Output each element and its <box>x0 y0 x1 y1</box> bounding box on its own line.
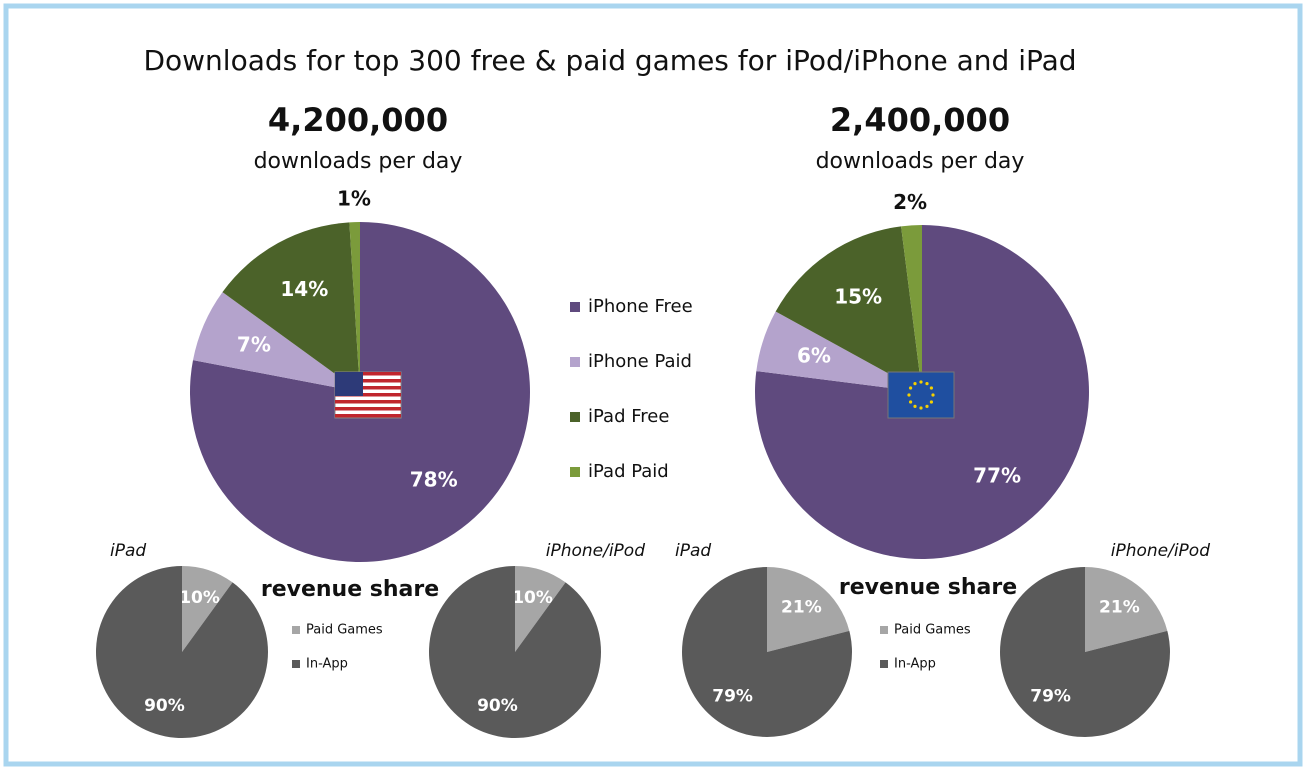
pie-slice <box>1000 567 1170 738</box>
data-label: 2% <box>893 190 927 214</box>
legend-swatch <box>880 626 888 634</box>
legend-label: iPad Free <box>588 406 669 427</box>
pie-slice <box>775 226 922 392</box>
pie-title: iPad <box>675 541 711 561</box>
legend-label: Paid Games <box>894 623 971 638</box>
data-label: 14% <box>280 277 328 301</box>
pie-title: iPhone/iPod <box>546 541 645 561</box>
pie-slice <box>515 566 566 652</box>
pie-slice <box>901 225 922 392</box>
data-label: 21% <box>1099 598 1140 618</box>
legend-swatch <box>292 660 300 668</box>
legend-label: In-App <box>894 657 936 672</box>
data-label: 90% <box>477 696 518 716</box>
page-title: Downloads for top 300 free & paid games … <box>143 44 1076 77</box>
data-label: 79% <box>712 686 753 706</box>
headline: 4,200,000 <box>268 101 448 139</box>
pie-title: iPhone/iPod <box>1111 541 1210 561</box>
data-label: 77% <box>973 464 1021 488</box>
data-label: 7% <box>237 333 271 357</box>
legend-swatch <box>570 412 580 422</box>
data-label: 1% <box>337 187 371 211</box>
legend-swatch <box>570 302 580 312</box>
data-label: 79% <box>1030 686 1071 706</box>
subtitle: downloads per day <box>816 149 1025 174</box>
legend-title: revenue share <box>261 577 439 602</box>
pie-slice <box>222 222 360 392</box>
pie-slice <box>349 222 360 392</box>
data-label: 10% <box>179 588 220 608</box>
pie-slice <box>95 566 268 738</box>
pie-slice <box>193 292 360 392</box>
pie-slice <box>681 567 852 737</box>
legend-label: In-App <box>306 657 348 672</box>
pie-slice <box>182 566 233 652</box>
subtitle: downloads per day <box>254 149 463 174</box>
us-flag <box>334 371 402 419</box>
data-label: 90% <box>144 696 185 716</box>
legend-label: iPad Paid <box>588 461 669 482</box>
pie-slice <box>767 567 850 652</box>
legend-swatch <box>570 357 580 367</box>
legend-title: revenue share <box>839 575 1017 600</box>
legend-label: iPhone Free <box>588 296 693 317</box>
legend-swatch <box>292 626 300 634</box>
pie-slice <box>1085 567 1168 652</box>
legend-swatch <box>880 660 888 668</box>
pie-title: iPad <box>110 541 146 561</box>
data-label: 21% <box>781 598 822 618</box>
data-label: 10% <box>512 588 553 608</box>
data-label: 6% <box>797 343 831 367</box>
pie-slice <box>756 311 922 392</box>
data-label: 15% <box>834 285 882 309</box>
data-label: 78% <box>410 468 458 492</box>
legend-label: Paid Games <box>306 623 383 638</box>
legend-label: iPhone Paid <box>588 351 692 372</box>
headline: 2,400,000 <box>830 101 1010 139</box>
legend-swatch <box>570 467 580 477</box>
eu-flag <box>887 371 955 419</box>
pie-slice <box>428 566 601 738</box>
